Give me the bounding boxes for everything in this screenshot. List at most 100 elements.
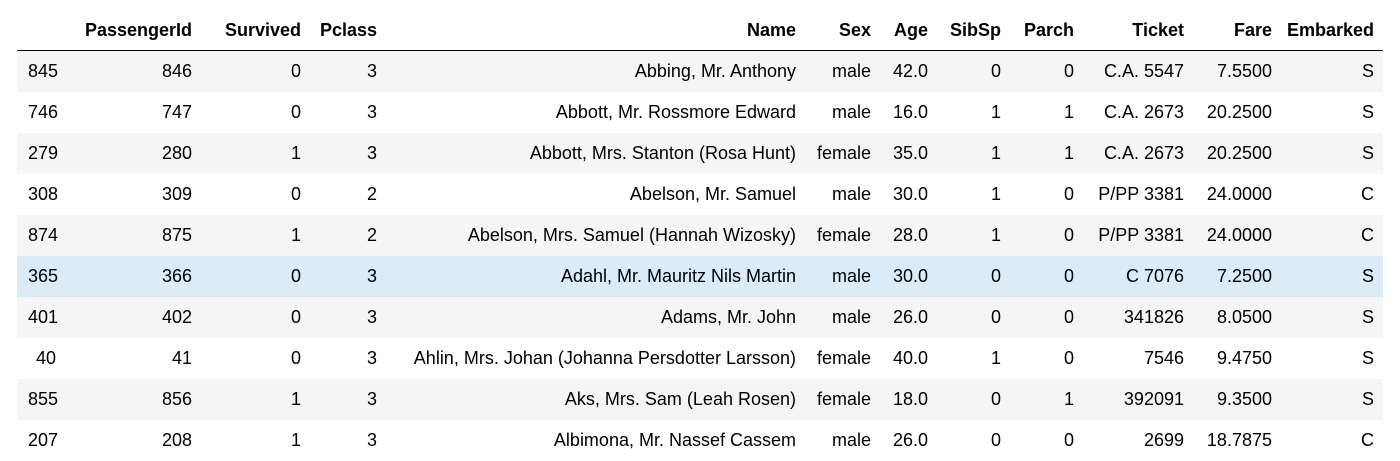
cell-name: Albimona, Mr. Nassef Cassem: [553, 430, 796, 450]
cell-embarked: S: [1361, 307, 1374, 327]
cell-pclass: 3: [366, 389, 377, 409]
cell-parch: 0: [1063, 225, 1074, 245]
cell-sex: male: [831, 61, 871, 81]
table-row[interactable]: 874 875 1 2 Abelson, Mrs. Samuel (Hannah Wiz…: [17, 215, 1383, 256]
cell-age: 16.0: [892, 102, 928, 122]
cell-sex: male: [831, 307, 871, 327]
cell-age: 42.0: [892, 61, 928, 81]
column-header-parch: Parch: [1010, 10, 1083, 51]
cell-ticket: 392091: [1123, 389, 1184, 409]
cell-name: Abbing, Mr. Anthony: [634, 61, 796, 81]
cell-survived: 0: [290, 61, 301, 81]
cell-age: 30.0: [892, 184, 928, 204]
cell-sibsp: 0: [990, 430, 1001, 450]
cell-survived: 0: [290, 266, 301, 286]
cell-index: 401: [28, 307, 59, 327]
cell-ticket: 341826: [1123, 307, 1184, 327]
cell-pclass: 3: [366, 102, 377, 122]
cell-sex: male: [831, 102, 871, 122]
column-header-ticket: Ticket: [1083, 10, 1193, 51]
cell-sex: female: [816, 143, 871, 163]
cell-age: 18.0: [892, 389, 928, 409]
table-row[interactable]: 308 309 0 2 Abelson, Mr. Samuel male 30.0 1 0 P/P…: [17, 174, 1383, 215]
table-row[interactable]: 207 208 1 3 Albimona, Mr. Nassef Cassem male 2…: [17, 420, 1383, 461]
cell-sibsp: 0: [990, 266, 1001, 286]
cell-survived: 0: [290, 184, 301, 204]
dataframe-table: PassengerId Survived Pclass Name Sex Age SibSp…: [17, 10, 1383, 461]
cell-name: Abelson, Mrs. Samuel (Hannah Wizosky): [467, 225, 796, 245]
cell-survived: 1: [290, 225, 301, 245]
cell-sibsp: 1: [990, 225, 1001, 245]
table-row[interactable]: 845 846 0 3 Abbing, Mr. Anthony male 42.0 0 0 C.A…: [17, 50, 1383, 92]
cell-fare: 9.4750: [1216, 348, 1272, 368]
cell-ticket: C.A. 2673: [1103, 143, 1184, 163]
header-row: PassengerId Survived Pclass Name Sex Age SibSp…: [17, 10, 1383, 51]
cell-sibsp: 1: [990, 348, 1001, 368]
cell-fare: 7.2500: [1216, 266, 1272, 286]
cell-embarked: S: [1361, 348, 1374, 368]
cell-passengerid: 846: [161, 61, 192, 81]
cell-pclass: 3: [366, 143, 377, 163]
cell-sibsp: 0: [990, 389, 1001, 409]
cell-parch: 0: [1063, 61, 1074, 81]
cell-name: Aks, Mrs. Sam (Leah Rosen): [564, 389, 796, 409]
cell-age: 26.0: [892, 430, 928, 450]
dataframe-view: PassengerId Survived Pclass Name Sex Age SibSp…: [17, 10, 1383, 461]
cell-age: 40.0: [892, 348, 928, 368]
cell-parch: 1: [1063, 102, 1074, 122]
cell-embarked: C: [1361, 184, 1374, 204]
cell-ticket: 7546: [1143, 348, 1184, 368]
cell-pclass: 3: [366, 430, 377, 450]
cell-survived: 0: [290, 102, 301, 122]
cell-sex: male: [831, 430, 871, 450]
cell-name: Abbott, Mrs. Stanton (Rosa Hunt): [529, 143, 796, 163]
cell-pclass: 3: [366, 61, 377, 81]
cell-name: Abelson, Mr. Samuel: [629, 184, 796, 204]
table-body: 845 846 0 3 Abbing, Mr. Anthony male 42.0 0 0 C.A…: [17, 50, 1383, 461]
table-row[interactable]: 401 402 0 3 Adams, Mr. John male 26.0 0 0 341826 8…: [17, 297, 1383, 338]
cell-sibsp: 1: [990, 184, 1001, 204]
table-header: PassengerId Survived Pclass Name Sex Age SibSp…: [17, 10, 1383, 51]
cell-parch: 0: [1063, 266, 1074, 286]
table-row[interactable]: 279 280 1 3 Abbott, Mrs. Stanton (Rosa Hunt)…: [17, 133, 1383, 174]
cell-fare: 9.3500: [1216, 389, 1272, 409]
cell-name: Adahl, Mr. Mauritz Nils Martin: [560, 266, 796, 286]
cell-age: 26.0: [892, 307, 928, 327]
cell-age: 35.0: [892, 143, 928, 163]
cell-survived: 1: [290, 143, 301, 163]
cell-ticket: P/PP 3381: [1098, 184, 1184, 204]
cell-fare: 20.2500: [1206, 102, 1272, 122]
cell-name: Ahlin, Mrs. Johan (Johanna Persdotter La…: [413, 348, 796, 368]
cell-index: 308: [28, 184, 59, 204]
cell-pclass: 2: [366, 184, 377, 204]
cell-index: 365: [28, 266, 59, 286]
cell-sex: female: [816, 225, 871, 245]
cell-passengerid: 875: [161, 225, 192, 245]
cell-index: 40: [36, 348, 57, 368]
column-header-fare: Fare: [1193, 10, 1281, 51]
cell-passengerid: 41: [171, 348, 192, 368]
cell-survived: 1: [290, 430, 301, 450]
table-row[interactable]: 365 366 0 3 Adahl, Mr. Mauritz Nils Martin ma…: [17, 256, 1383, 297]
cell-ticket: C.A. 5547: [1103, 61, 1184, 81]
cell-embarked: S: [1361, 61, 1374, 81]
cell-embarked: S: [1361, 389, 1374, 409]
table-row[interactable]: 40 41 0 3 Ahlin, Mrs. Johan (Johanna Persdot…: [17, 338, 1383, 379]
table-row[interactable]: 746 747 0 3 Abbott, Mr. Rossmore Edward male 1…: [17, 92, 1383, 133]
cell-passengerid: 366: [161, 266, 192, 286]
table-row[interactable]: 855 856 1 3 Aks, Mrs. Sam (Leah Rosen) female…: [17, 379, 1383, 420]
cell-age: 28.0: [892, 225, 928, 245]
cell-index: 279: [28, 143, 59, 163]
cell-fare: 20.2500: [1206, 143, 1272, 163]
cell-fare: 24.0000: [1206, 225, 1272, 245]
cell-fare: 24.0000: [1206, 184, 1272, 204]
cell-fare: 8.0500: [1216, 307, 1272, 327]
cell-name: Abbott, Mr. Rossmore Edward: [555, 102, 796, 122]
cell-parch: 0: [1063, 307, 1074, 327]
cell-parch: 0: [1063, 184, 1074, 204]
cell-index: 855: [28, 389, 59, 409]
cell-ticket: P/PP 3381: [1098, 225, 1184, 245]
cell-pclass: 2: [366, 225, 377, 245]
column-header-sex: Sex: [805, 10, 880, 51]
cell-embarked: S: [1361, 102, 1374, 122]
